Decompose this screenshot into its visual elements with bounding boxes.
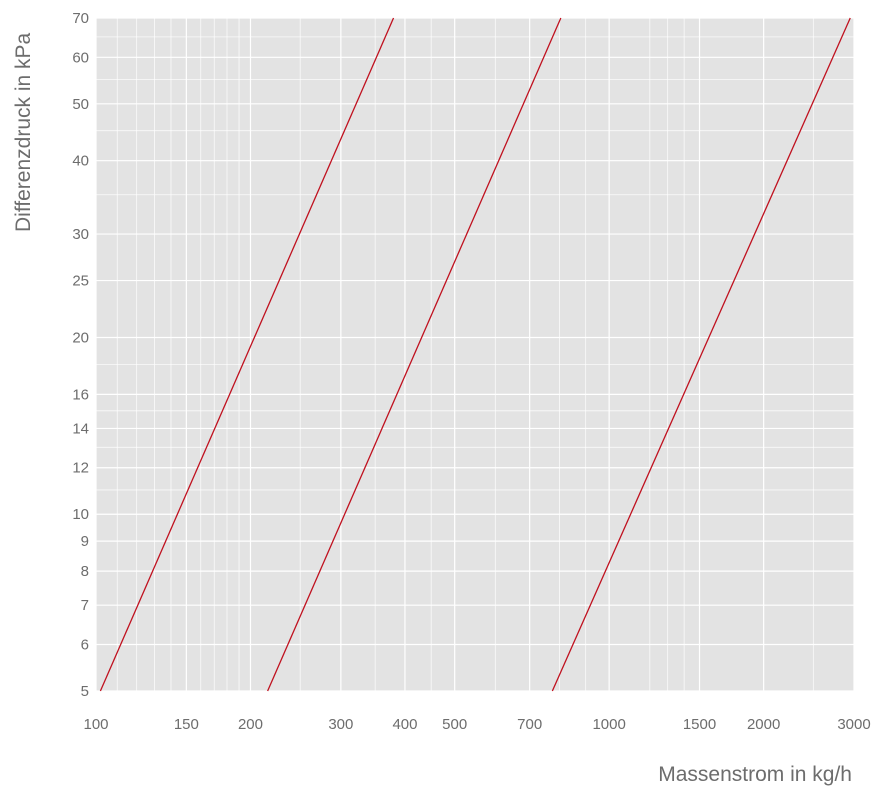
y-tick-label: 16 (72, 386, 89, 403)
y-tick-label: 10 (72, 506, 89, 523)
x-tick-labels: 100 150 200 300 400 500 700 1000 1500 2000 3000 (83, 716, 870, 733)
x-tick-label: 500 (442, 716, 467, 733)
x-tick-label: 400 (392, 716, 417, 733)
x-tick-label: 2000 (747, 716, 780, 733)
y-tick-label: 40 (72, 153, 89, 170)
y-tick-label: 9 (81, 533, 89, 550)
y-tick-label: 8 (81, 563, 89, 580)
y-tick-label: 5 (81, 683, 89, 700)
y-tick-label: 30 (72, 226, 89, 243)
x-tick-label: 700 (517, 716, 542, 733)
x-tick-label: 150 (174, 716, 199, 733)
x-tick-label: 300 (328, 716, 353, 733)
y-tick-label: 60 (72, 49, 89, 66)
series-line (551, 17, 851, 692)
series-line (99, 17, 395, 692)
x-tick-label: 1500 (683, 716, 716, 733)
series-line (267, 17, 562, 692)
plot-area (96, 18, 854, 691)
y-tick-label: 50 (72, 96, 89, 113)
y-tick-label: 7 (81, 597, 89, 614)
x-axis-title: Massenstrom in kg/h (658, 763, 852, 786)
x-tick-label: 1000 (592, 716, 625, 733)
y-tick-label: 70 (72, 10, 89, 27)
series-lines (99, 17, 851, 692)
y-axis-title: Differenzdruck in kPa (12, 32, 35, 232)
x-tick-label: 100 (83, 716, 108, 733)
y-tick-label: 6 (81, 637, 89, 654)
y-tick-label: 20 (72, 329, 89, 346)
major-grid (95, 17, 855, 692)
x-tick-label: 3000 (837, 716, 870, 733)
minor-grid (96, 18, 854, 691)
y-tick-labels: 5 6 7 8 9 10 12 14 16 20 25 30 40 50 60 70 (72, 10, 89, 700)
y-tick-label: 25 (72, 273, 89, 290)
y-tick-label: 14 (72, 420, 89, 437)
y-tick-label: 12 (72, 460, 89, 477)
x-tick-label: 200 (238, 716, 263, 733)
